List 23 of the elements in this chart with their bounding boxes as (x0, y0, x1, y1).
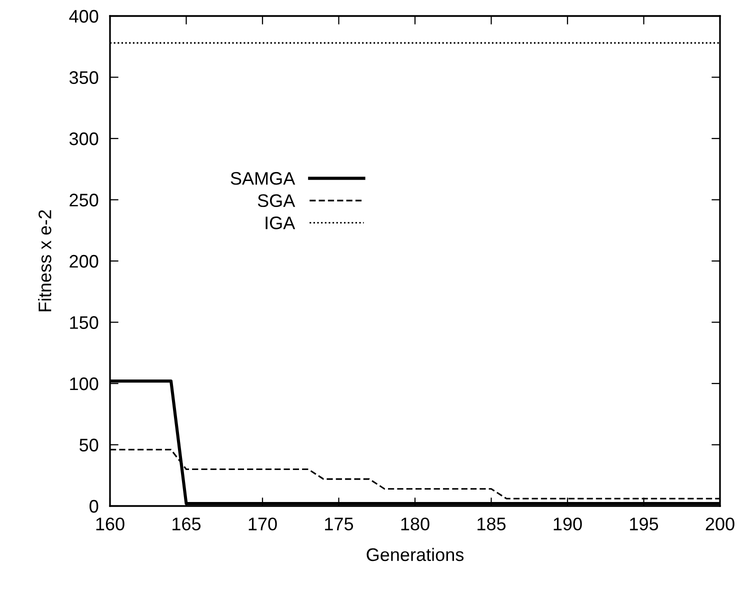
y-tick-label: 100 (70, 377, 98, 390)
x-tick-label: 175 (325, 518, 354, 530)
y-tick-label: 200 (70, 254, 98, 268)
x-axis-title: Generations (366, 548, 464, 562)
y-tick-label: 250 (70, 194, 98, 206)
y-tick-label: 400 (69, 10, 98, 23)
legend-label: IGA (266, 216, 296, 230)
legend-label: SAMGA (230, 172, 296, 185)
x-tick-label: 170 (248, 518, 277, 530)
x-tick-label: 160 (96, 518, 124, 530)
x-tick-label: 165 (172, 518, 201, 530)
y-axis-title: Fitness x e-2 (38, 210, 52, 312)
x-tick-label: 200 (706, 518, 734, 530)
y-tick-label: 300 (69, 132, 98, 146)
x-tick-label: 180 (401, 518, 430, 530)
x-tick-label: 195 (630, 518, 658, 530)
x-tick-label: 185 (478, 518, 506, 530)
y-tick-label: 350 (69, 71, 98, 84)
y-tick-label: 0 (90, 500, 98, 513)
y-tick-label: 150 (70, 316, 98, 329)
y-tick-label: 50 (80, 438, 98, 452)
x-tick-label: 190 (554, 518, 582, 530)
legend-label: SGA (258, 194, 296, 208)
